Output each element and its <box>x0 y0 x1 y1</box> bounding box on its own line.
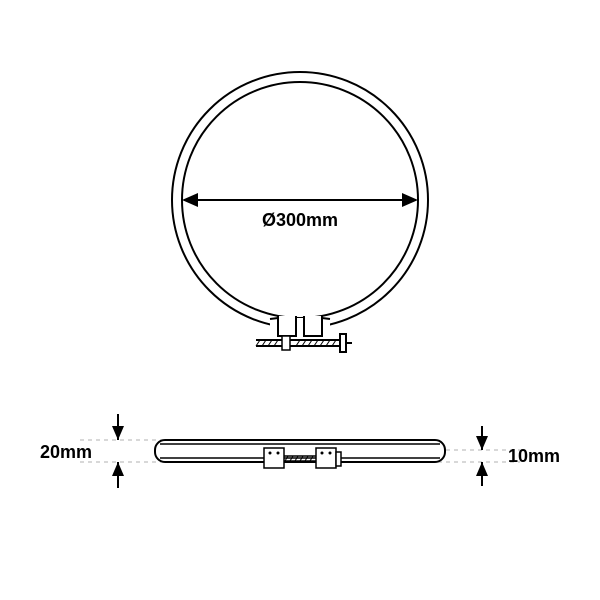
top-view: Ø300mm <box>172 72 428 352</box>
diameter-dimension: Ø300mm <box>182 193 418 230</box>
left-dim-label: 20mm <box>40 442 92 462</box>
diameter-label: Ø300mm <box>262 210 338 230</box>
right-dim-label: 10mm <box>508 446 560 466</box>
right-dimension: 10mm <box>476 426 560 486</box>
side-view: 20mm 10mm <box>40 414 560 488</box>
left-dimension: 20mm <box>40 414 124 488</box>
technical-drawing: Ø300mm <box>0 0 600 600</box>
